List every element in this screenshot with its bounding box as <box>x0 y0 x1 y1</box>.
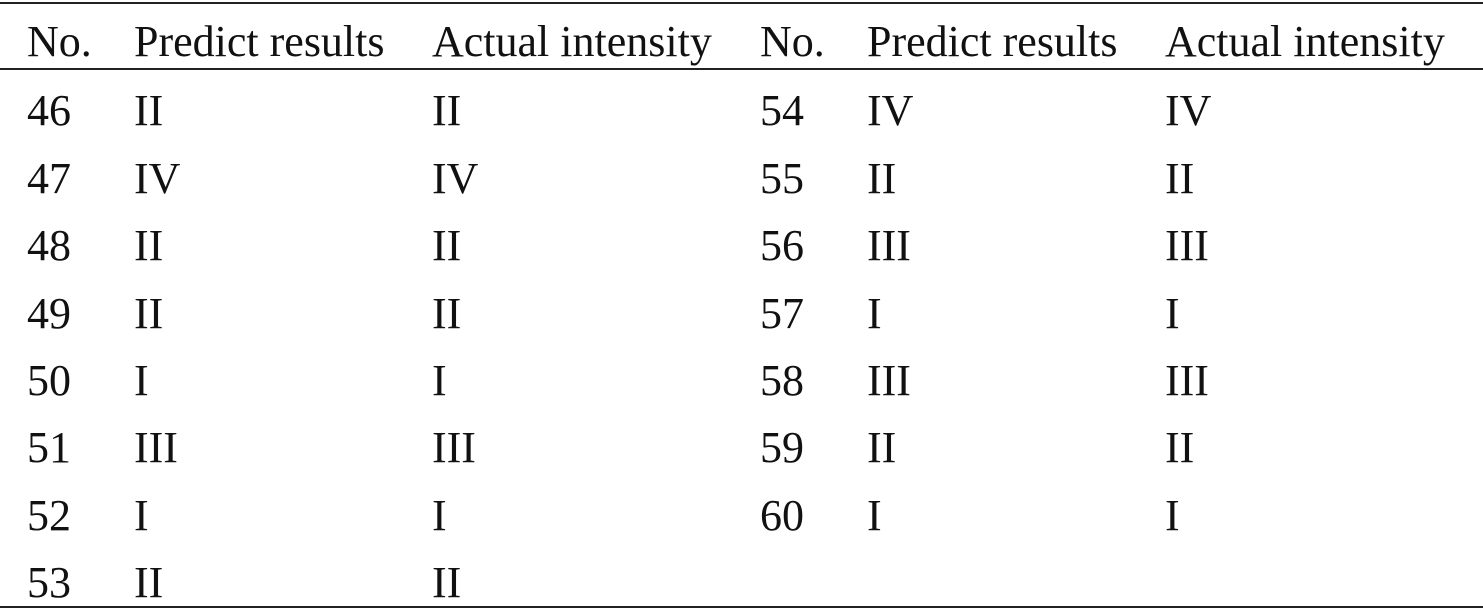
cell-actual: I <box>1165 491 1180 540</box>
cell-predict: I <box>134 491 149 540</box>
cell-actual: II <box>432 558 462 607</box>
table-top-rule <box>0 2 1483 4</box>
cell-actual: II <box>432 86 462 135</box>
header-no-left: No. <box>27 17 92 66</box>
cell-actual: III <box>432 423 476 472</box>
cell-predict: I <box>867 289 882 338</box>
cell-no: 50 <box>27 356 71 405</box>
cell-actual: II <box>432 289 462 338</box>
cell-actual: IV <box>1165 86 1212 135</box>
cell-predict: II <box>867 154 897 203</box>
cell-actual: IV <box>432 154 479 203</box>
cell-actual: III <box>1165 221 1209 270</box>
header-no-right: No. <box>760 17 825 66</box>
cell-actual: III <box>1165 356 1209 405</box>
cell-no: 52 <box>27 491 71 540</box>
cell-actual: I <box>432 356 447 405</box>
cell-no: 49 <box>27 289 71 338</box>
cell-predict: IV <box>134 154 181 203</box>
header-actual-left: Actual intensity <box>432 17 712 66</box>
cell-predict: III <box>867 356 911 405</box>
cell-predict: I <box>134 356 149 405</box>
cell-no: 59 <box>760 423 804 472</box>
cell-no: 55 <box>760 154 804 203</box>
cell-actual: II <box>1165 154 1195 203</box>
cell-predict: III <box>134 423 178 472</box>
cell-actual: II <box>432 221 462 270</box>
cell-actual: I <box>1165 289 1180 338</box>
cell-actual: II <box>1165 423 1195 472</box>
cell-predict: II <box>134 86 164 135</box>
cell-no: 58 <box>760 356 804 405</box>
cell-no: 47 <box>27 154 71 203</box>
cell-predict: II <box>134 558 164 607</box>
table-bottom-rule <box>0 606 1483 608</box>
cell-predict: II <box>867 423 897 472</box>
header-actual-right: Actual intensity <box>1165 17 1445 66</box>
cell-predict: III <box>867 221 911 270</box>
cell-actual: I <box>432 491 447 540</box>
cell-no: 48 <box>27 221 71 270</box>
cell-no: 54 <box>760 86 804 135</box>
cell-no: 60 <box>760 491 804 540</box>
header-predict-right: Predict results <box>867 17 1118 66</box>
cell-no: 56 <box>760 221 804 270</box>
cell-no: 57 <box>760 289 804 338</box>
cell-no: 53 <box>27 558 71 607</box>
cell-predict: I <box>867 491 882 540</box>
cell-no: 46 <box>27 86 71 135</box>
header-predict-left: Predict results <box>134 17 385 66</box>
table-header-rule <box>0 68 1483 70</box>
cell-no: 51 <box>27 423 71 472</box>
cell-predict: IV <box>867 86 914 135</box>
cell-predict: II <box>134 221 164 270</box>
cell-predict: II <box>134 289 164 338</box>
